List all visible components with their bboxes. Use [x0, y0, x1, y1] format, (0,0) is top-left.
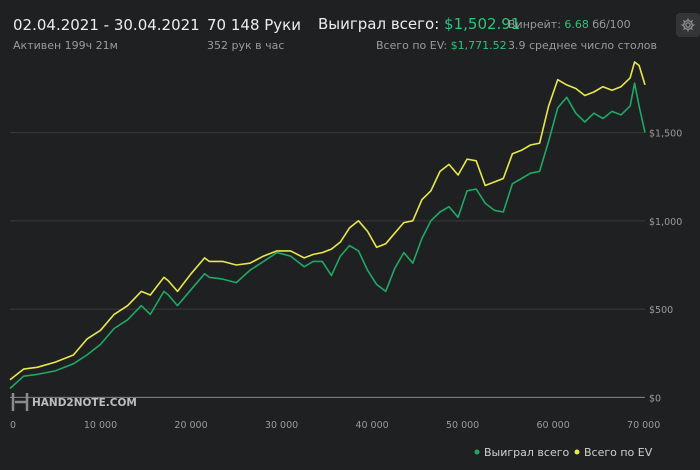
legend-label-ev: Всего по EV — [584, 446, 653, 459]
winrate: Винрейт: 6.68 бб/100 — [508, 18, 631, 31]
winrate-value: 6.68 — [564, 18, 589, 31]
ev-total: Всего по EV: $1,771.52 — [376, 39, 507, 52]
hands-per-hour: 352 рук в час — [207, 39, 285, 52]
active-time: Активен 199ч 21м — [13, 39, 118, 52]
y-tick-label: $500 — [649, 305, 673, 316]
legend: Выиграл всего Всего по EV — [474, 446, 653, 459]
won-total: Выиграл всего: $1,502.91 — [318, 15, 520, 33]
ev-total-label: Всего по EV: — [376, 39, 448, 52]
x-tick-label: 60 000 — [537, 420, 570, 431]
x-axis-ticks: 0 10 000 20 000 30 000 40 000 50 000 60 000 70 … — [10, 420, 660, 431]
legend-marker-ev — [574, 449, 580, 455]
x-tick-label: 10 000 — [84, 420, 117, 431]
legend-label-won: Выиграл всего — [484, 446, 569, 459]
winrate-unit: бб/100 — [592, 18, 631, 31]
watermark-text: HAND2NOTE.COM — [32, 397, 137, 409]
legend-marker-won — [474, 449, 480, 455]
date-range: 02.04.2021 - 30.04.2021 — [13, 16, 200, 34]
y-tick-label: $0 — [649, 393, 661, 404]
x-tick-label: 40 000 — [355, 420, 388, 431]
y-tick-label: $1,500 — [649, 129, 682, 140]
chart-grid — [10, 132, 645, 398]
settings-button[interactable] — [676, 13, 700, 37]
x-tick-label: 0 — [10, 420, 16, 431]
x-tick-label: 30 000 — [265, 420, 298, 431]
x-tick-label: 20 000 — [174, 420, 207, 431]
winrate-label: Винрейт: — [508, 18, 561, 31]
y-tick-label: $1,000 — [649, 217, 682, 228]
x-tick-label: 70 000 — [627, 420, 660, 431]
hands-count: 70 148 Руки — [207, 16, 301, 34]
y-axis-ticks: $0 $500 $1,000 $1,500 — [649, 129, 682, 405]
x-tick-label: 50 000 — [446, 420, 479, 431]
series-line-ev — [9, 61, 646, 381]
chart-lines — [9, 61, 646, 390]
average-tables: 3.9 среднее число столов — [508, 39, 657, 52]
ev-total-value: $1,771.52 — [450, 39, 507, 52]
won-total-value: $1,502.91 — [444, 15, 521, 33]
won-total-label: Выиграл всего: — [318, 15, 440, 33]
hand2note-logo-icon — [11, 393, 29, 411]
gear-icon — [681, 18, 695, 32]
watermark: HAND2NOTE.COM — [11, 393, 137, 411]
series-line-won — [9, 82, 646, 390]
